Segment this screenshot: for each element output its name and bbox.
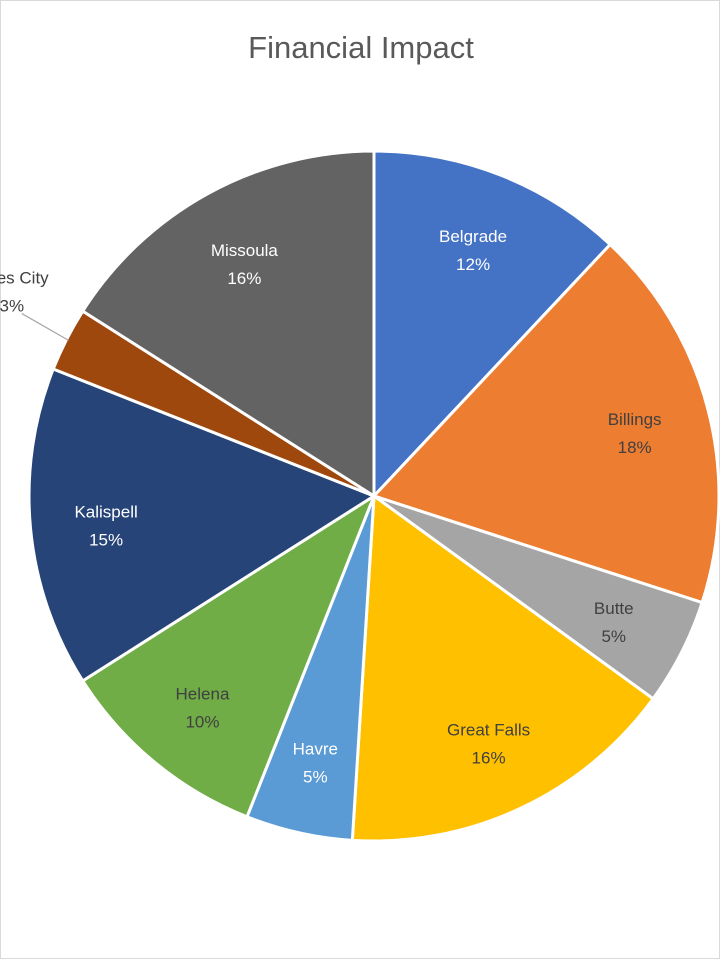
slice-name-miles-city: Miles City <box>0 269 49 288</box>
slice-name-billings: Billings <box>608 410 662 429</box>
slice-name-great-falls: Great Falls <box>447 720 530 739</box>
slice-percent-havre: 5% <box>303 768 328 787</box>
leader-line-miles-city <box>21 313 69 341</box>
data-label-miles-city: Miles City 3% <box>0 269 49 316</box>
pie-slice-belgrade <box>372 149 612 498</box>
slice-name-butte: Butte <box>594 599 634 618</box>
pie-slice-billings <box>372 243 721 605</box>
slice-percent-belgrade: 12% <box>456 255 490 274</box>
data-label-billings: Billings 18% <box>608 410 662 457</box>
data-label-belgrade: Belgrade 12% <box>439 227 507 274</box>
slice-percent-great-falls: 16% <box>472 748 506 767</box>
slice-name-havre: Havre <box>293 740 338 759</box>
pie-slice-missoula <box>81 149 376 498</box>
slice-percent-billings: 18% <box>618 438 652 457</box>
data-label-great-falls: Great Falls 16% <box>447 720 530 767</box>
pie-slice-great-falls <box>350 494 655 843</box>
slice-percent-kalispell: 15% <box>89 530 123 549</box>
pie-slice-helena <box>81 494 376 819</box>
data-label-butte: Butte 5% <box>594 599 634 646</box>
slice-name-belgrade: Belgrade <box>439 227 507 246</box>
slice-name-kalispell: Kalispell <box>74 502 137 521</box>
slice-name-missoula: Missoula <box>211 241 279 260</box>
data-label-helena: Helena 10% <box>176 684 230 731</box>
slice-name-helena: Helena <box>176 684 230 703</box>
chart-title: Financial Impact <box>248 30 474 65</box>
slice-percent-missoula: 16% <box>227 269 261 288</box>
data-label-missoula: Missoula 16% <box>211 241 279 288</box>
slice-percent-helena: 10% <box>185 712 219 731</box>
data-label-kalispell: Kalispell 15% <box>74 502 137 549</box>
slice-percent-butte: 5% <box>601 627 626 646</box>
slice-percent-miles-city: 3% <box>0 297 24 316</box>
data-label-havre: Havre 5% <box>293 740 338 787</box>
pie-slice-kalispell <box>27 367 376 683</box>
